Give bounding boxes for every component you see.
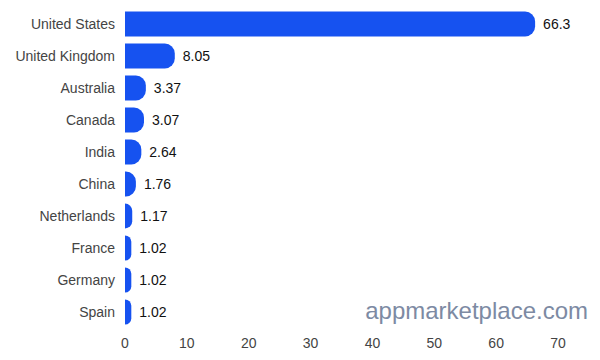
svg-text:50: 50 xyxy=(426,335,442,351)
svg-text:Netherlands: Netherlands xyxy=(40,208,116,224)
svg-text:1.02: 1.02 xyxy=(139,272,166,288)
svg-text:3.37: 3.37 xyxy=(154,80,181,96)
svg-text:United Kingdom: United Kingdom xyxy=(15,48,115,64)
svg-text:20: 20 xyxy=(241,335,257,351)
svg-text:1.02: 1.02 xyxy=(139,240,166,256)
svg-text:Germany: Germany xyxy=(57,272,115,288)
svg-text:0: 0 xyxy=(121,335,129,351)
svg-text:8.05: 8.05 xyxy=(183,48,210,64)
svg-text:Spain: Spain xyxy=(79,304,115,320)
svg-text:appmarketplace.com: appmarketplace.com xyxy=(365,297,588,324)
svg-text:40: 40 xyxy=(365,335,381,351)
svg-text:2.64: 2.64 xyxy=(149,144,176,160)
svg-text:Australia: Australia xyxy=(61,80,116,96)
svg-text:1.02: 1.02 xyxy=(139,304,166,320)
svg-text:United States: United States xyxy=(31,16,115,32)
svg-text:70: 70 xyxy=(550,335,566,351)
svg-text:60: 60 xyxy=(488,335,504,351)
svg-text:66.3: 66.3 xyxy=(543,16,570,32)
svg-text:India: India xyxy=(85,144,116,160)
svg-text:1.17: 1.17 xyxy=(140,208,167,224)
svg-text:France: France xyxy=(71,240,115,256)
svg-text:Canada: Canada xyxy=(66,112,115,128)
svg-text:3.07: 3.07 xyxy=(152,112,179,128)
svg-text:10: 10 xyxy=(179,335,195,351)
svg-text:30: 30 xyxy=(303,335,319,351)
svg-text:1.76: 1.76 xyxy=(144,176,171,192)
svg-text:China: China xyxy=(78,176,115,192)
